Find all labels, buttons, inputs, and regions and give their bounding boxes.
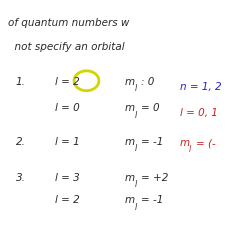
Text: l: l	[134, 202, 137, 211]
Text: 1.: 1.	[16, 77, 26, 87]
Text: m: m	[125, 195, 135, 205]
Text: l = 0, 1: l = 0, 1	[180, 108, 218, 118]
Text: m: m	[125, 103, 135, 113]
Text: l = 2: l = 2	[56, 195, 80, 205]
Text: l: l	[134, 84, 137, 94]
Text: of quantum numbers w: of quantum numbers w	[8, 18, 130, 28]
Text: = +2: = +2	[141, 173, 169, 183]
Text: m: m	[125, 173, 135, 183]
Text: 3.: 3.	[16, 173, 26, 183]
Text: l = 2: l = 2	[56, 77, 80, 87]
Text: l = 1: l = 1	[56, 137, 80, 147]
Text: l = 3: l = 3	[56, 173, 80, 183]
Text: = 0: = 0	[141, 103, 160, 113]
Text: not specify an orbital: not specify an orbital	[8, 42, 125, 52]
Text: l: l	[189, 145, 192, 154]
Text: n = 1, 2: n = 1, 2	[180, 82, 221, 92]
Text: l: l	[134, 110, 137, 120]
Text: 2.: 2.	[16, 137, 26, 147]
Text: m: m	[180, 138, 190, 148]
Text: l: l	[134, 144, 137, 153]
Text: l: l	[134, 180, 137, 189]
Text: = -1: = -1	[141, 137, 164, 147]
Text: : 0: : 0	[141, 77, 154, 87]
Text: m: m	[125, 137, 135, 147]
Text: = (-: = (-	[196, 138, 216, 148]
Text: l = 0: l = 0	[56, 103, 80, 113]
Text: = -1: = -1	[141, 195, 164, 205]
Text: m: m	[125, 77, 135, 87]
